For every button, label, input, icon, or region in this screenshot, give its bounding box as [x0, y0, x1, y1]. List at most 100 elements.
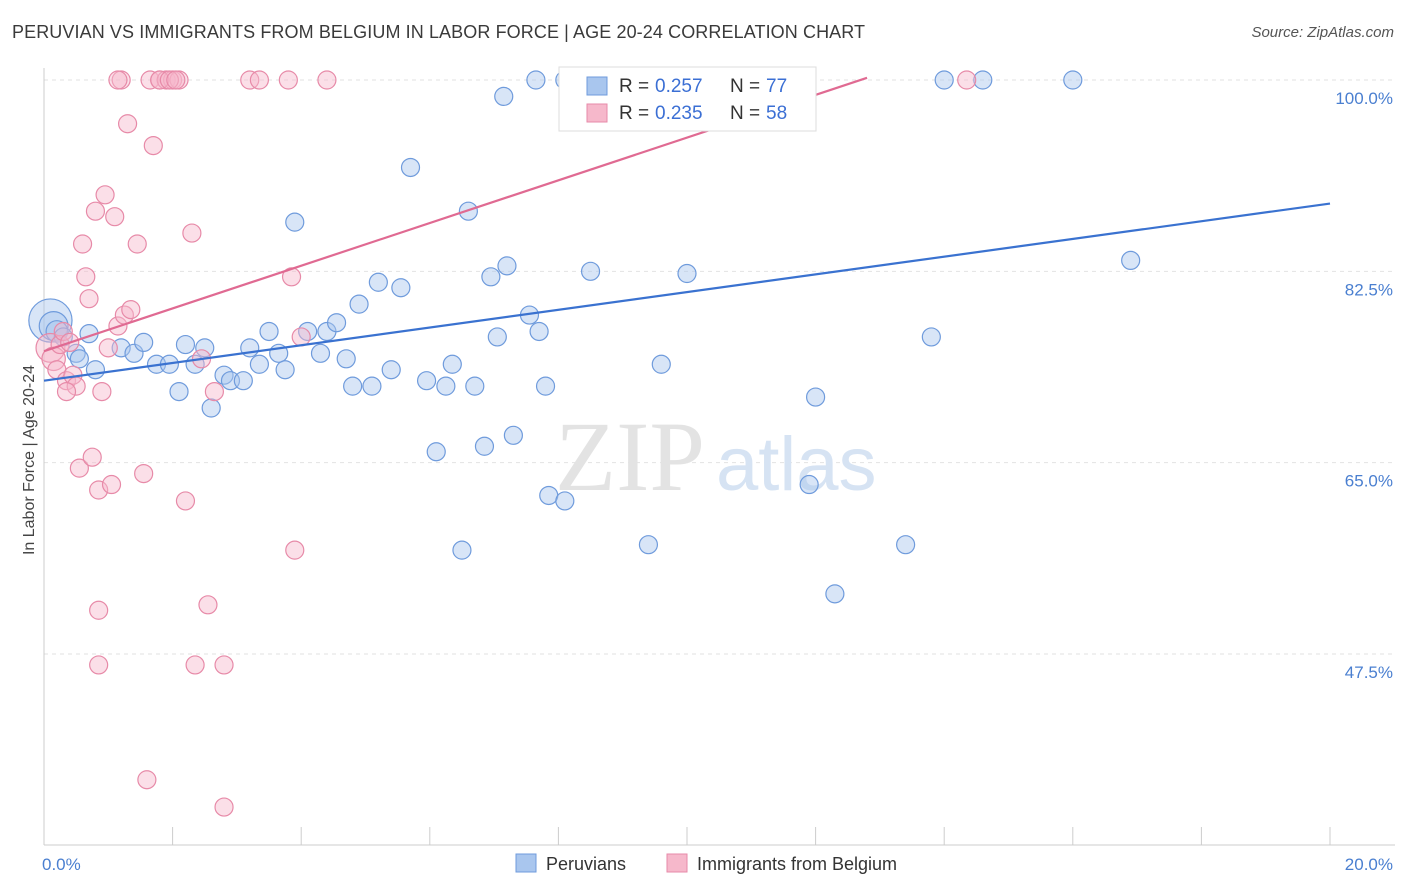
peruvian-point-60	[526, 70, 546, 90]
peruvian-point-20	[233, 371, 253, 391]
y-axis-label: In Labor Force | Age 20-24	[21, 365, 38, 555]
source-label: Source: ZipAtlas.com	[1251, 24, 1394, 41]
peruvian-point-74	[973, 70, 993, 90]
peruvian-point-68	[799, 474, 819, 495]
peruvian-point-70	[825, 584, 845, 604]
belgium-point-24	[117, 114, 138, 134]
belgium-point-37	[198, 595, 218, 615]
y-tick-label-1: 82.5%	[1345, 280, 1393, 299]
peruvian-point-54	[539, 485, 559, 506]
peruvian-point-9	[124, 343, 144, 363]
belgium-point-16	[92, 382, 112, 402]
peruvian-point-69	[805, 387, 826, 407]
peruvian-point-62	[555, 491, 575, 511]
belgium-point-25	[121, 300, 141, 320]
belgium-point-56	[957, 70, 977, 90]
peruvian-point-34	[362, 376, 382, 396]
peruvian-point-72	[921, 327, 941, 347]
peruvian-point-63	[580, 261, 601, 281]
peruvian-point-7	[85, 360, 106, 380]
peruvian-point-13	[169, 382, 189, 402]
bottom-legend-swatch-belgium	[666, 853, 688, 873]
legend-r-label-1: R =	[619, 76, 649, 97]
peruvian-point-53	[535, 376, 556, 396]
peruvian-point-26	[285, 212, 305, 232]
legend-n-value-1: 77	[766, 76, 787, 97]
belgium-point-17	[95, 185, 115, 205]
x-tick-labels: 0.0% 20.0%	[42, 855, 1393, 874]
belgium-point-39	[214, 655, 234, 675]
peruvian-point-47	[481, 267, 501, 287]
peruvian-point-46	[474, 436, 495, 456]
belgium-point-52	[150, 70, 170, 90]
data-points	[28, 70, 1141, 817]
peruvian-point-64	[638, 535, 659, 555]
peruvian-point-31	[336, 349, 356, 369]
axes	[43, 68, 1395, 846]
belgium-point-49	[285, 540, 305, 560]
series-legend: Peruvians Immigrants from Belgium	[515, 853, 897, 874]
legend-r-value-2: 0.235	[655, 103, 703, 124]
legend-n-label-1: N =	[730, 76, 760, 97]
peruvian-point-4	[66, 343, 86, 363]
peruvian-point-43	[452, 540, 472, 560]
peruvian-point-23	[259, 321, 279, 342]
belgium-point-34	[175, 491, 196, 511]
belgium-point-26	[127, 234, 147, 254]
belgium-point-45	[240, 70, 260, 90]
peruvian-point-42	[442, 354, 462, 374]
belgium-point-19	[101, 474, 122, 495]
peruvian-point-71	[896, 535, 916, 555]
peruvian-point-52	[529, 321, 549, 342]
peruvian-point-14	[175, 334, 196, 355]
belgium-point-38	[204, 382, 224, 402]
belgium-point-47	[278, 70, 298, 90]
peruvian-point-50	[503, 425, 523, 445]
belgium-point-27	[134, 464, 154, 484]
y-tick-labels: 100.0% 82.5% 65.0% 47.5%	[1335, 89, 1393, 682]
watermark-zip: ZIP	[555, 401, 705, 512]
belgium-point-9	[69, 458, 89, 478]
belgium-point-12	[79, 289, 99, 309]
belgium-point-4	[53, 321, 73, 342]
peruvian-point-17	[201, 398, 221, 418]
peruvian-point-16	[195, 338, 215, 358]
belgium-point-18	[98, 338, 118, 358]
peruvian-point-30	[326, 313, 347, 333]
peruvian-point-39	[416, 371, 437, 391]
y-tick-label-2: 65.0%	[1345, 472, 1393, 491]
legend-swatch-belgium	[586, 103, 608, 123]
watermark: ZIP atlas	[555, 401, 877, 512]
legend-n-value-2: 58	[766, 103, 787, 124]
watermark-atlas: atlas	[716, 422, 877, 507]
y-tick-label-3: 47.5%	[1345, 663, 1393, 682]
belgium-point-14	[85, 201, 106, 221]
peruvian-point-65	[651, 354, 671, 374]
peruvian-point-28	[310, 343, 331, 363]
belgium-point-40	[89, 600, 109, 620]
legend-swatch-peruvians	[586, 76, 608, 96]
peruvian-point-41	[436, 376, 456, 396]
legend-r-label-2: R =	[619, 103, 649, 124]
belgium-point-42	[137, 770, 157, 790]
legend-n-label-2: N =	[730, 103, 760, 124]
peruvian-point-40	[426, 442, 446, 462]
belgium-point-43	[185, 655, 205, 675]
legend-r-value-1: 0.257	[655, 76, 703, 97]
peruvian-point-38	[400, 157, 421, 178]
peruvian-point-10	[134, 332, 154, 352]
belgium-point-35	[182, 223, 202, 243]
peruvian-point-25	[275, 360, 295, 380]
peruvian-point-36	[381, 360, 401, 380]
belgium-point-50	[291, 327, 311, 347]
belgium-point-57	[56, 382, 77, 402]
peruvian-point-33	[349, 294, 369, 314]
bottom-legend-belgium: Immigrants from Belgium	[697, 854, 897, 874]
peruvian-point-76	[1121, 250, 1141, 270]
belgium-point-44	[214, 797, 234, 817]
correlation-legend: R = 0.257 N = 77 R = 0.235 N = 58	[558, 66, 817, 132]
peruvian-point-35	[368, 272, 388, 292]
belgium-point-29	[143, 136, 163, 156]
peruvian-point-48	[487, 327, 507, 347]
